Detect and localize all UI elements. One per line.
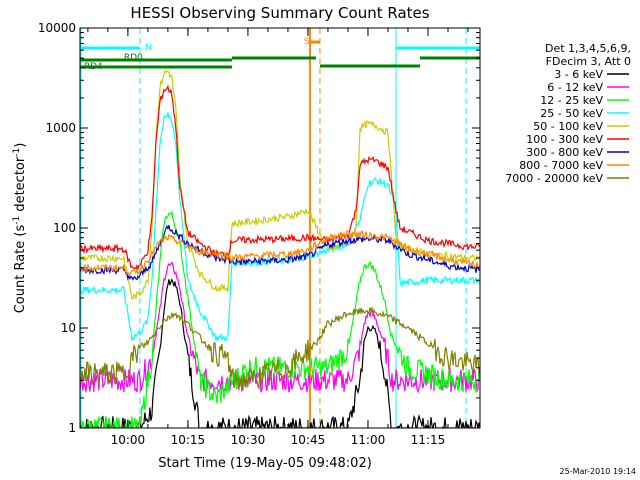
x-tick-label: 11:00 [351,433,386,447]
legend-label: 50 - 100 keV [533,120,603,133]
legend-label: 7000 - 20000 keV [505,172,603,185]
legend-header-line: FDecim 3, Att 0 [546,55,631,68]
legend-label: 100 - 300 keV [526,133,603,146]
x-tick-label: 10:30 [231,433,266,447]
y-tick-label: 10000 [38,21,76,35]
legend-header-line: Det 1,3,4,5,6,9, [545,42,631,55]
rd0-label: RD0 [124,53,143,63]
series-line-6 [80,84,480,271]
saa-label: S [304,37,310,47]
legend-label: 25 - 50 keV [540,107,603,120]
timestamp: 25-Mar-2010 19:14 [560,467,637,476]
y-tick-label: 10 [61,321,76,335]
series-line-9 [80,305,480,391]
y-tick-label: 1000 [45,121,76,135]
legend-label: 12 - 25 keV [540,94,603,107]
x-axis-title: Start Time (19-May-05 09:48:02) [158,456,372,471]
plot-area: N S RD0 RD4 [80,28,480,428]
legend-label: 300 - 800 keV [526,146,603,159]
y-tick-label: 1 [68,421,76,435]
y-axis-title-sup2: -1 [12,148,22,157]
series-line-3 [80,210,480,428]
y-axis-title-part3: ) [13,143,28,148]
x-tick-label: 10:45 [291,433,326,447]
series-line-7 [80,224,480,281]
y-axis-title-part1: Count Rate (s [13,225,28,314]
chart-title: HESSI Observing Summary Count Rates [130,4,429,22]
night-label: N [145,43,152,53]
y-axis-title-part2: detector [13,156,28,216]
rd4-label: RD4 [84,62,103,72]
series-line-8 [80,229,480,276]
legend-label: 6 - 12 keV [547,81,603,94]
y-tick-label: 100 [53,221,76,235]
x-tick-label: 10:00 [111,433,146,447]
series-line-1 [80,278,480,428]
legend-label: 3 - 6 keV [554,68,603,81]
y-axis-title-sup1: -1 [12,216,22,225]
y-axis-title: Count Rate (s-1 detector-1) [12,143,28,314]
x-tick-label: 10:15 [171,433,206,447]
x-tick-label: 11:15 [411,433,446,447]
legend-label: 800 - 7000 keV [519,159,603,172]
